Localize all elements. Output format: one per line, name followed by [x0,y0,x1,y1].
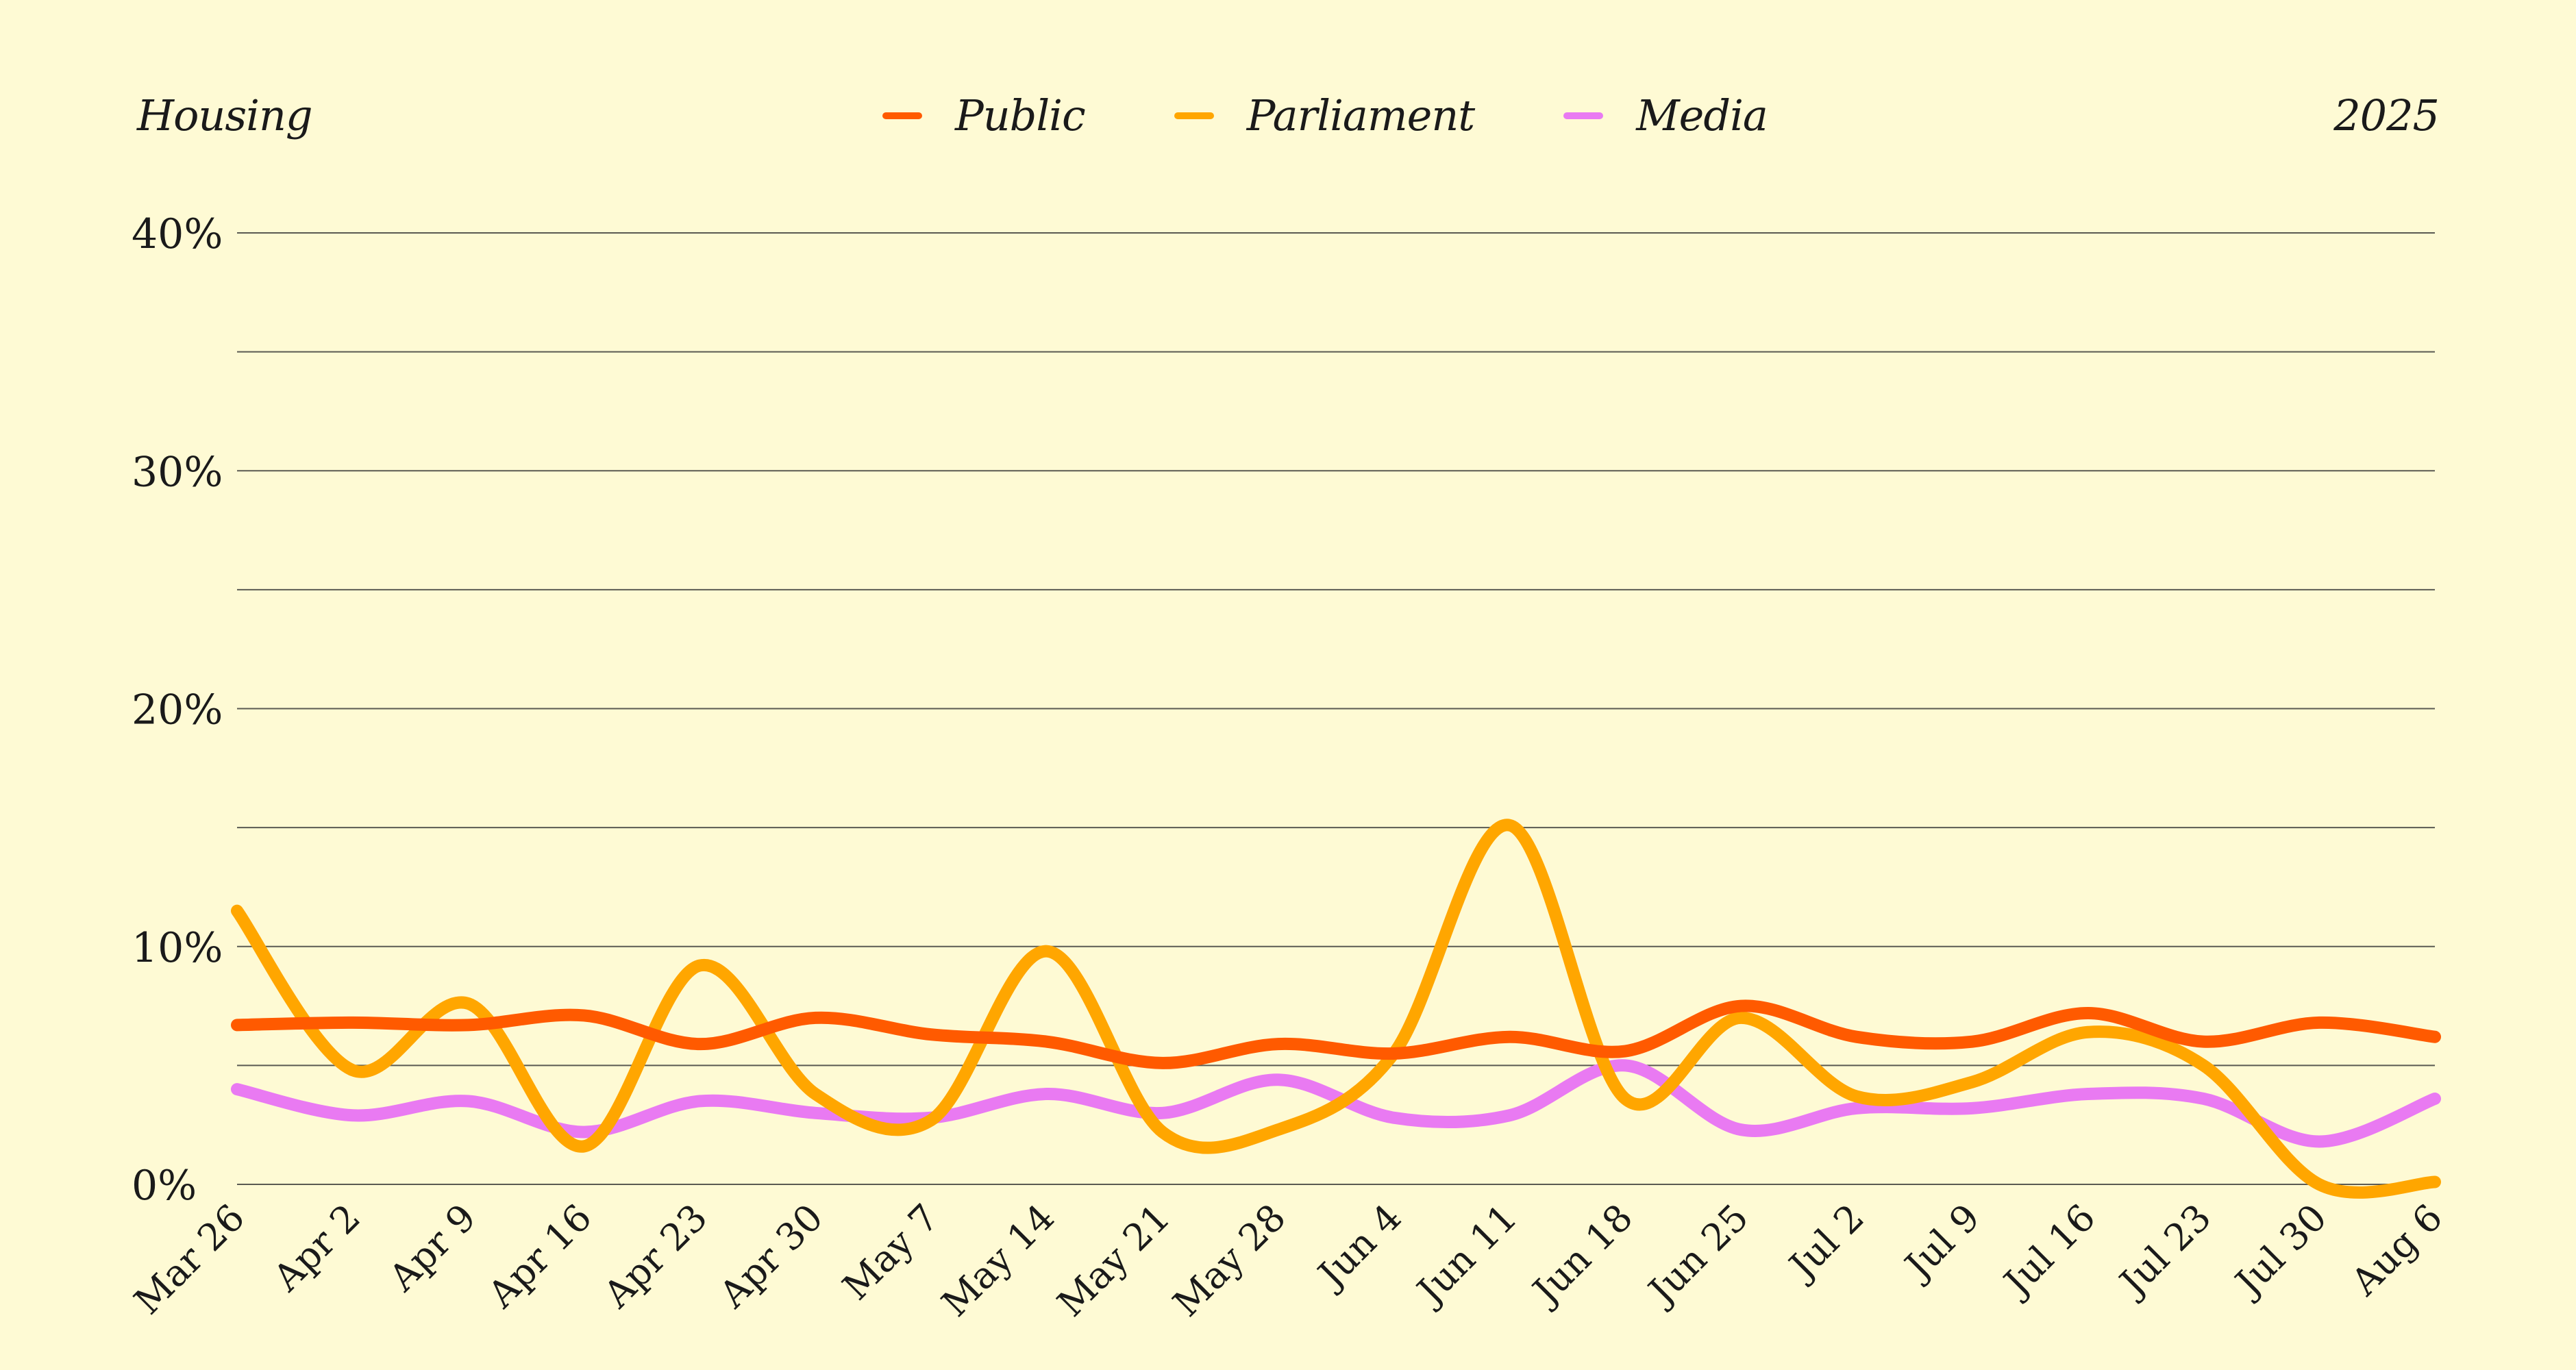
series-layer [231,819,2441,1199]
y-tick-label: 0% [132,1162,197,1210]
x-tick-label: May 7 [834,1196,947,1308]
x-tick-label: May 28 [1165,1196,1294,1325]
legend-item-media: Media [1563,90,1768,140]
x-tick-label: Jun 4 [1308,1196,1410,1298]
x-tick-label: Jul 9 [1894,1196,1988,1290]
x-tick-label: Jun 11 [1407,1196,1525,1315]
series-line-public [231,999,2441,1069]
x-tick-label: Apr 23 [595,1196,715,1317]
x-tick-label: Apr 9 [380,1196,484,1300]
x-tick-label: Mar 26 [126,1196,253,1323]
legend-label-public: Public [955,90,1086,140]
chart-topic: Housing [137,90,313,140]
legend-swatch-media [1563,112,1604,119]
x-tick-label: Jul 16 [1994,1196,2104,1306]
grid-layer [237,232,2435,1185]
x-tick-label: Jun 18 [1522,1196,1641,1315]
x-tick-label: Apr 16 [479,1196,599,1317]
x-tick-label: Apr 30 [710,1196,831,1317]
legend-label-media: Media [1636,90,1768,140]
x-tick-label: Jul 2 [1779,1196,1872,1290]
x-tick-label: May 14 [933,1196,1063,1325]
y-axis-labels: 0% 10% 20% 30% 40% [132,210,223,1210]
legend-label-parliament: Parliament [1246,90,1475,140]
chart-year: 2025 [2333,90,2440,140]
legend-item-parliament: Parliament [1174,90,1475,140]
legend-swatch-public [882,112,922,119]
x-tick-label: Aug 6 [2342,1196,2451,1304]
x-tick-label: May 21 [1049,1196,1178,1325]
x-tick-label: Jul 23 [2109,1196,2220,1306]
x-tick-label: Apr 2 [264,1196,369,1300]
y-tick-label: 40% [132,210,223,258]
legend: Public Parliament Media [882,90,1857,140]
y-tick-label: 10% [132,924,223,972]
legend-item-public: Public [882,90,1086,140]
series-line-parliament [231,819,2441,1199]
legend-swatch-parliament [1174,112,1214,119]
y-tick-label: 30% [132,448,223,496]
x-tick-label: Jul 30 [2225,1196,2335,1306]
x-tick-label: Jun 25 [1638,1196,1757,1315]
y-tick-label: 20% [132,686,223,734]
